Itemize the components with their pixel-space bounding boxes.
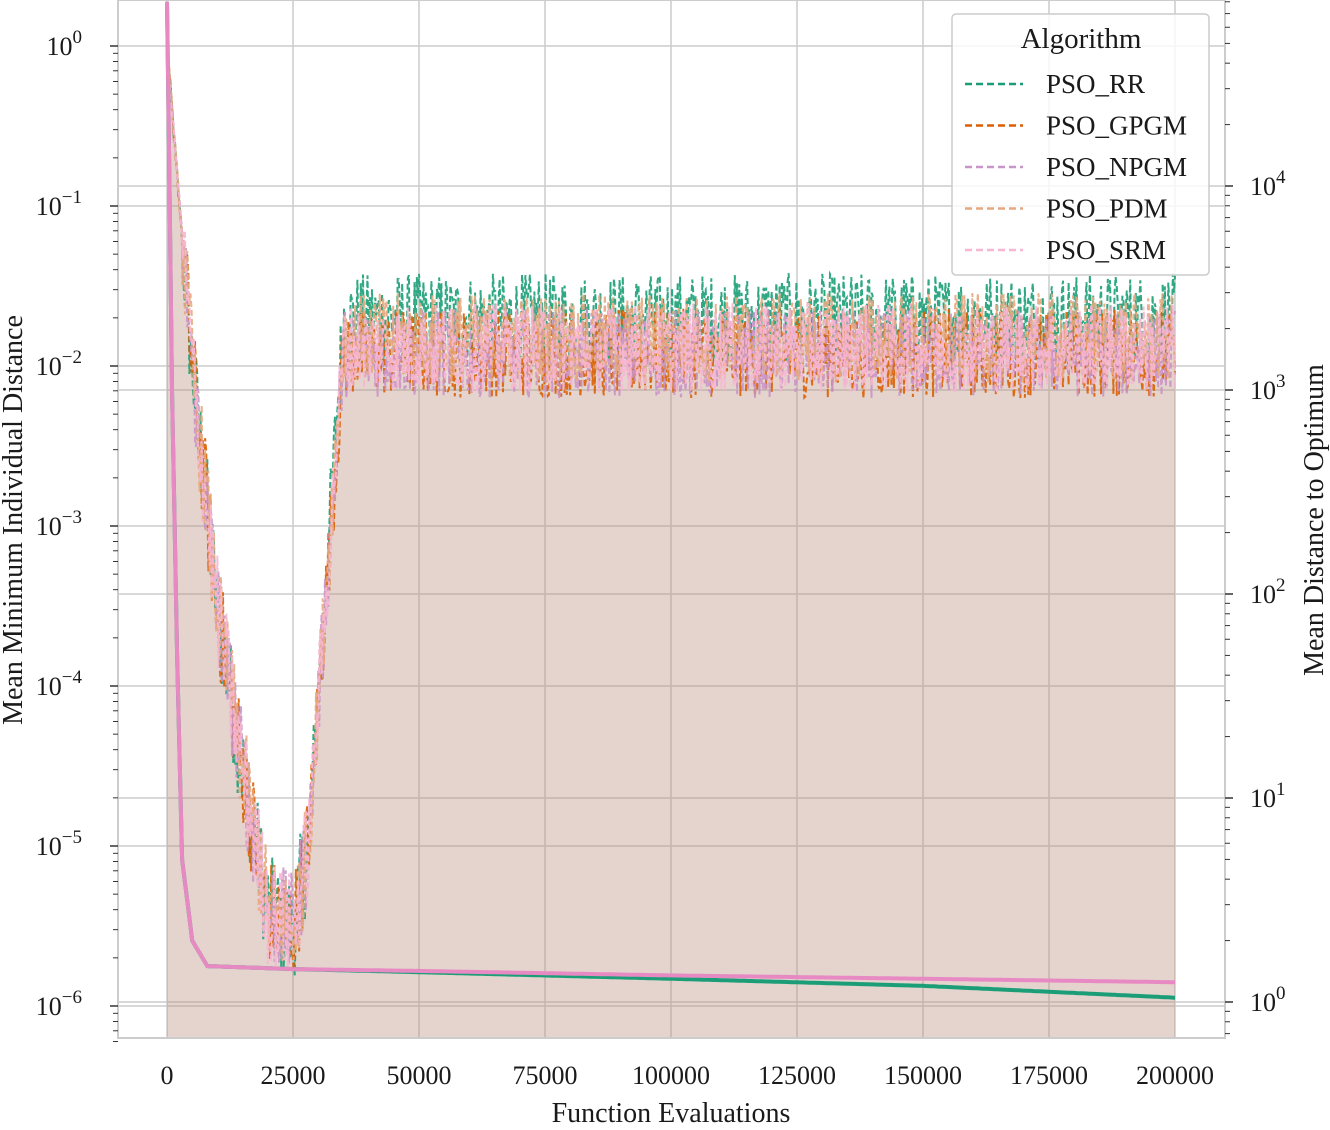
x-tick-label: 50000	[387, 1061, 452, 1090]
area-fill-pso_gpgm	[167, 38, 1175, 1039]
area-fill-pso_pdm	[167, 53, 1175, 1038]
y-axis-left-label: Mean Minimum Individual Distance	[0, 315, 29, 725]
y-left-tick-label: 10−1	[36, 187, 82, 221]
legend-box	[951, 13, 1210, 276]
x-tick-label: 0	[161, 1061, 174, 1090]
y-left-tick-label: 10−3	[36, 507, 82, 541]
x-tick-label: 100000	[632, 1061, 710, 1090]
y-right-tick-label: 104	[1250, 167, 1286, 201]
y-right-tick-label: 102	[1250, 575, 1286, 609]
legend-label-pso_srm: PSO_SRM	[1046, 235, 1166, 265]
y-left-tick-label: 100	[47, 27, 83, 61]
legend: Algorithm PSO_RR PSO_GPGM PSO_NPGM PSO_PDM P…	[951, 13, 1210, 276]
legend-label-pso_npgm: PSO_NPGM	[1046, 152, 1187, 182]
area-fill-pso_srm	[167, 39, 1175, 1038]
y-left-tick-label: 10−2	[36, 347, 82, 381]
series-line-pso_srm	[166, 39, 1176, 972]
y-left-tick-label: 10−5	[36, 827, 82, 861]
y-left-tick-label: 10−6	[36, 987, 82, 1021]
y-right-tick-label: 100	[1250, 983, 1286, 1017]
x-tick-label: 200000	[1136, 1061, 1214, 1090]
series-layer	[165, 1, 1176, 1000]
legend-label-pso_pdm: PSO_PDM	[1046, 194, 1168, 224]
x-tick-label: 125000	[758, 1061, 836, 1090]
legend-title: Algorithm	[1021, 23, 1142, 55]
legend-label-pso_gpgm: PSO_GPGM	[1046, 111, 1187, 141]
y-right-tick-label: 103	[1250, 371, 1286, 405]
area-fill-pso_npgm	[167, 39, 1175, 1039]
x-tick-label: 25000	[261, 1061, 326, 1090]
legend-label-pso_rr: PSO_RR	[1046, 69, 1145, 99]
series-line-pso_gpgm	[166, 38, 1176, 971]
right-axis-line-pso_srm	[165, 1, 1175, 985]
x-axis-label: Function Evaluations	[552, 1098, 791, 1129]
x-tick-label: 150000	[884, 1061, 962, 1090]
plot-frame	[117, 0, 1226, 1039]
x-tick-label: 75000	[513, 1061, 578, 1090]
y-left-tick-label: 10−4	[36, 667, 83, 701]
x-tick-label: 175000	[1010, 1061, 1088, 1090]
y-right-tick-label: 101	[1250, 779, 1286, 813]
y-axis-right-label: Mean Distance to Optimum	[1299, 364, 1330, 676]
